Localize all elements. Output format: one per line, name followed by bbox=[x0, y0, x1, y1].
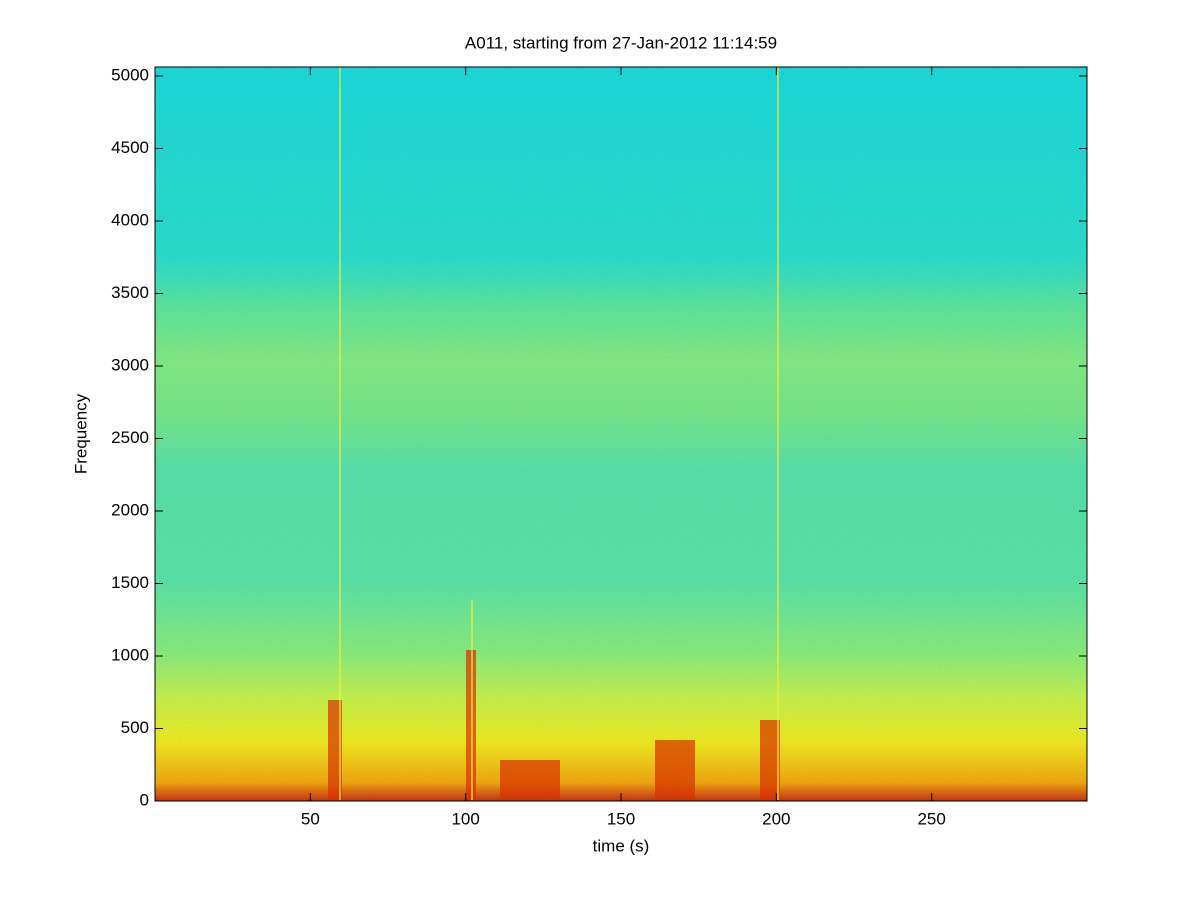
y-tick-label: 0 bbox=[140, 790, 149, 809]
y-tick-label: 4500 bbox=[111, 138, 149, 157]
x-tick-label: 150 bbox=[607, 809, 635, 828]
x-tick-label: 250 bbox=[917, 809, 945, 828]
y-tick-label: 1000 bbox=[111, 645, 149, 664]
spectrogram-image bbox=[155, 67, 1087, 801]
y-tick-label: 4000 bbox=[111, 210, 149, 229]
chart-title: A011, starting from 27-Jan-2012 11:14:59 bbox=[465, 33, 777, 52]
x-tick-label: 50 bbox=[301, 809, 320, 828]
y-tick-label: 500 bbox=[121, 718, 149, 737]
x-tick-label: 200 bbox=[762, 809, 790, 828]
x-tick-label: 100 bbox=[451, 809, 479, 828]
y-axis-label: Frequency bbox=[71, 393, 90, 474]
y-tick-label: 1500 bbox=[111, 573, 149, 592]
y-tick-label: 2500 bbox=[111, 428, 149, 447]
x-axis-label: time (s) bbox=[593, 836, 650, 855]
y-tick-label: 3000 bbox=[111, 355, 149, 374]
y-tick-label: 3500 bbox=[111, 283, 149, 302]
y-tick-label: 5000 bbox=[111, 65, 149, 84]
y-tick-label: 2000 bbox=[111, 500, 149, 519]
